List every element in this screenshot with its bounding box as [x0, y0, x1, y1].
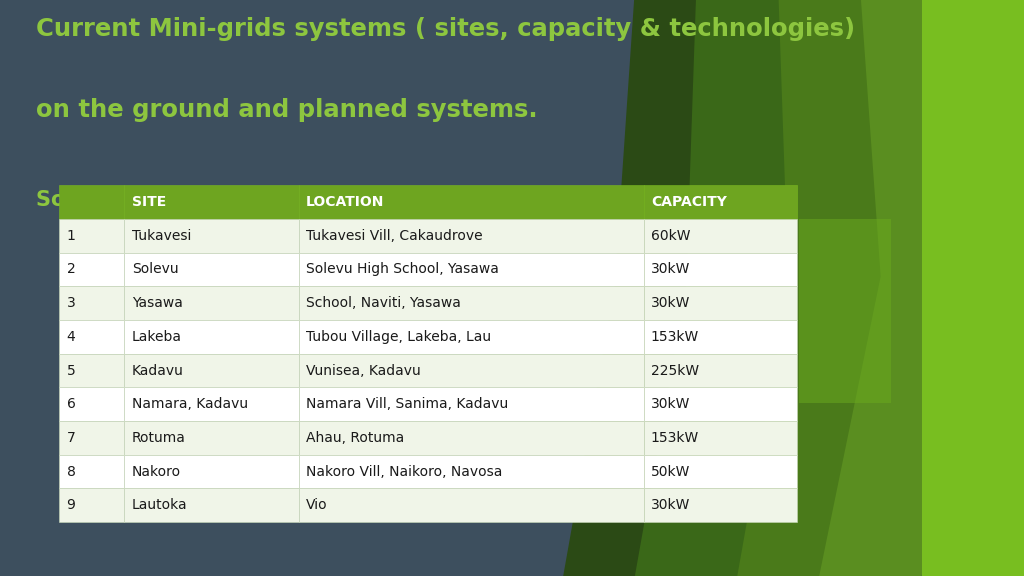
Text: Namara, Kadavu: Namara, Kadavu: [132, 397, 248, 411]
Text: 30kW: 30kW: [651, 498, 690, 512]
Text: Yasawa: Yasawa: [132, 296, 182, 310]
Text: Rotuma: Rotuma: [132, 431, 185, 445]
FancyBboxPatch shape: [59, 320, 125, 354]
Text: Kadavu: Kadavu: [132, 363, 183, 377]
FancyBboxPatch shape: [644, 253, 797, 286]
Text: Tubou Village, Lakeba, Lau: Tubou Village, Lakeba, Lau: [306, 330, 490, 344]
FancyBboxPatch shape: [59, 185, 125, 219]
Text: 30kW: 30kW: [651, 263, 690, 276]
Text: Nakoro Vill, Naikoro, Navosa: Nakoro Vill, Naikoro, Navosa: [306, 465, 502, 479]
FancyBboxPatch shape: [125, 219, 299, 253]
Text: 2: 2: [67, 263, 76, 276]
Text: 153kW: 153kW: [651, 431, 699, 445]
Text: 4: 4: [67, 330, 76, 344]
Text: 30kW: 30kW: [651, 296, 690, 310]
FancyBboxPatch shape: [59, 388, 125, 421]
Polygon shape: [799, 219, 891, 403]
Text: Current Mini-grids systems ( sites, capacity & technologies): Current Mini-grids systems ( sites, capa…: [36, 17, 855, 41]
Polygon shape: [819, 0, 1024, 576]
FancyBboxPatch shape: [125, 388, 299, 421]
Polygon shape: [563, 0, 819, 576]
FancyBboxPatch shape: [644, 421, 797, 455]
FancyBboxPatch shape: [299, 488, 644, 522]
FancyBboxPatch shape: [644, 388, 797, 421]
FancyBboxPatch shape: [59, 354, 125, 388]
Text: on the ground and planned systems.: on the ground and planned systems.: [36, 98, 538, 122]
FancyBboxPatch shape: [299, 354, 644, 388]
Text: Solevu High School, Yasawa: Solevu High School, Yasawa: [306, 263, 499, 276]
FancyBboxPatch shape: [59, 286, 125, 320]
FancyBboxPatch shape: [59, 421, 125, 455]
Text: Nakoro: Nakoro: [132, 465, 181, 479]
FancyBboxPatch shape: [125, 455, 299, 488]
Text: SITE: SITE: [132, 195, 166, 209]
FancyBboxPatch shape: [125, 286, 299, 320]
FancyBboxPatch shape: [644, 185, 797, 219]
FancyBboxPatch shape: [125, 354, 299, 388]
FancyBboxPatch shape: [299, 388, 644, 421]
FancyBboxPatch shape: [59, 488, 125, 522]
Text: 50kW: 50kW: [651, 465, 690, 479]
Text: 1: 1: [67, 229, 76, 242]
Text: Solevu: Solevu: [132, 263, 178, 276]
Text: Vio: Vio: [306, 498, 328, 512]
Text: 9: 9: [67, 498, 76, 512]
FancyBboxPatch shape: [299, 286, 644, 320]
Text: 225kW: 225kW: [651, 363, 699, 377]
Text: 3: 3: [67, 296, 76, 310]
Text: Lautoka: Lautoka: [132, 498, 187, 512]
FancyBboxPatch shape: [299, 185, 644, 219]
Polygon shape: [922, 0, 1024, 576]
FancyBboxPatch shape: [644, 219, 797, 253]
FancyBboxPatch shape: [125, 253, 299, 286]
Text: 7: 7: [67, 431, 76, 445]
FancyBboxPatch shape: [125, 488, 299, 522]
Polygon shape: [635, 0, 901, 576]
Text: Lakeba: Lakeba: [132, 330, 181, 344]
FancyBboxPatch shape: [299, 253, 644, 286]
Text: School, Naviti, Yasawa: School, Naviti, Yasawa: [306, 296, 461, 310]
FancyBboxPatch shape: [125, 421, 299, 455]
FancyBboxPatch shape: [125, 185, 299, 219]
Text: Vunisea, Kadavu: Vunisea, Kadavu: [306, 363, 421, 377]
Text: Solar Mini-Grids: Solar Mini-Grids: [36, 190, 224, 210]
Text: Tukavesi Vill, Cakaudrove: Tukavesi Vill, Cakaudrove: [306, 229, 482, 242]
Text: 60kW: 60kW: [651, 229, 690, 242]
FancyBboxPatch shape: [59, 219, 125, 253]
Text: LOCATION: LOCATION: [306, 195, 384, 209]
Text: 5: 5: [67, 363, 76, 377]
FancyBboxPatch shape: [299, 455, 644, 488]
FancyBboxPatch shape: [59, 253, 125, 286]
FancyBboxPatch shape: [299, 421, 644, 455]
FancyBboxPatch shape: [59, 455, 125, 488]
Text: 6: 6: [67, 397, 76, 411]
Polygon shape: [737, 0, 952, 576]
Text: 30kW: 30kW: [651, 397, 690, 411]
Text: CAPACITY: CAPACITY: [651, 195, 727, 209]
FancyBboxPatch shape: [644, 455, 797, 488]
Text: 8: 8: [67, 465, 76, 479]
Text: Ahau, Rotuma: Ahau, Rotuma: [306, 431, 404, 445]
Text: Tukavesi: Tukavesi: [132, 229, 191, 242]
FancyBboxPatch shape: [644, 320, 797, 354]
FancyBboxPatch shape: [644, 286, 797, 320]
FancyBboxPatch shape: [299, 219, 644, 253]
FancyBboxPatch shape: [644, 354, 797, 388]
FancyBboxPatch shape: [644, 488, 797, 522]
FancyBboxPatch shape: [299, 320, 644, 354]
Text: Namara Vill, Sanima, Kadavu: Namara Vill, Sanima, Kadavu: [306, 397, 508, 411]
Text: 153kW: 153kW: [651, 330, 699, 344]
FancyBboxPatch shape: [125, 320, 299, 354]
